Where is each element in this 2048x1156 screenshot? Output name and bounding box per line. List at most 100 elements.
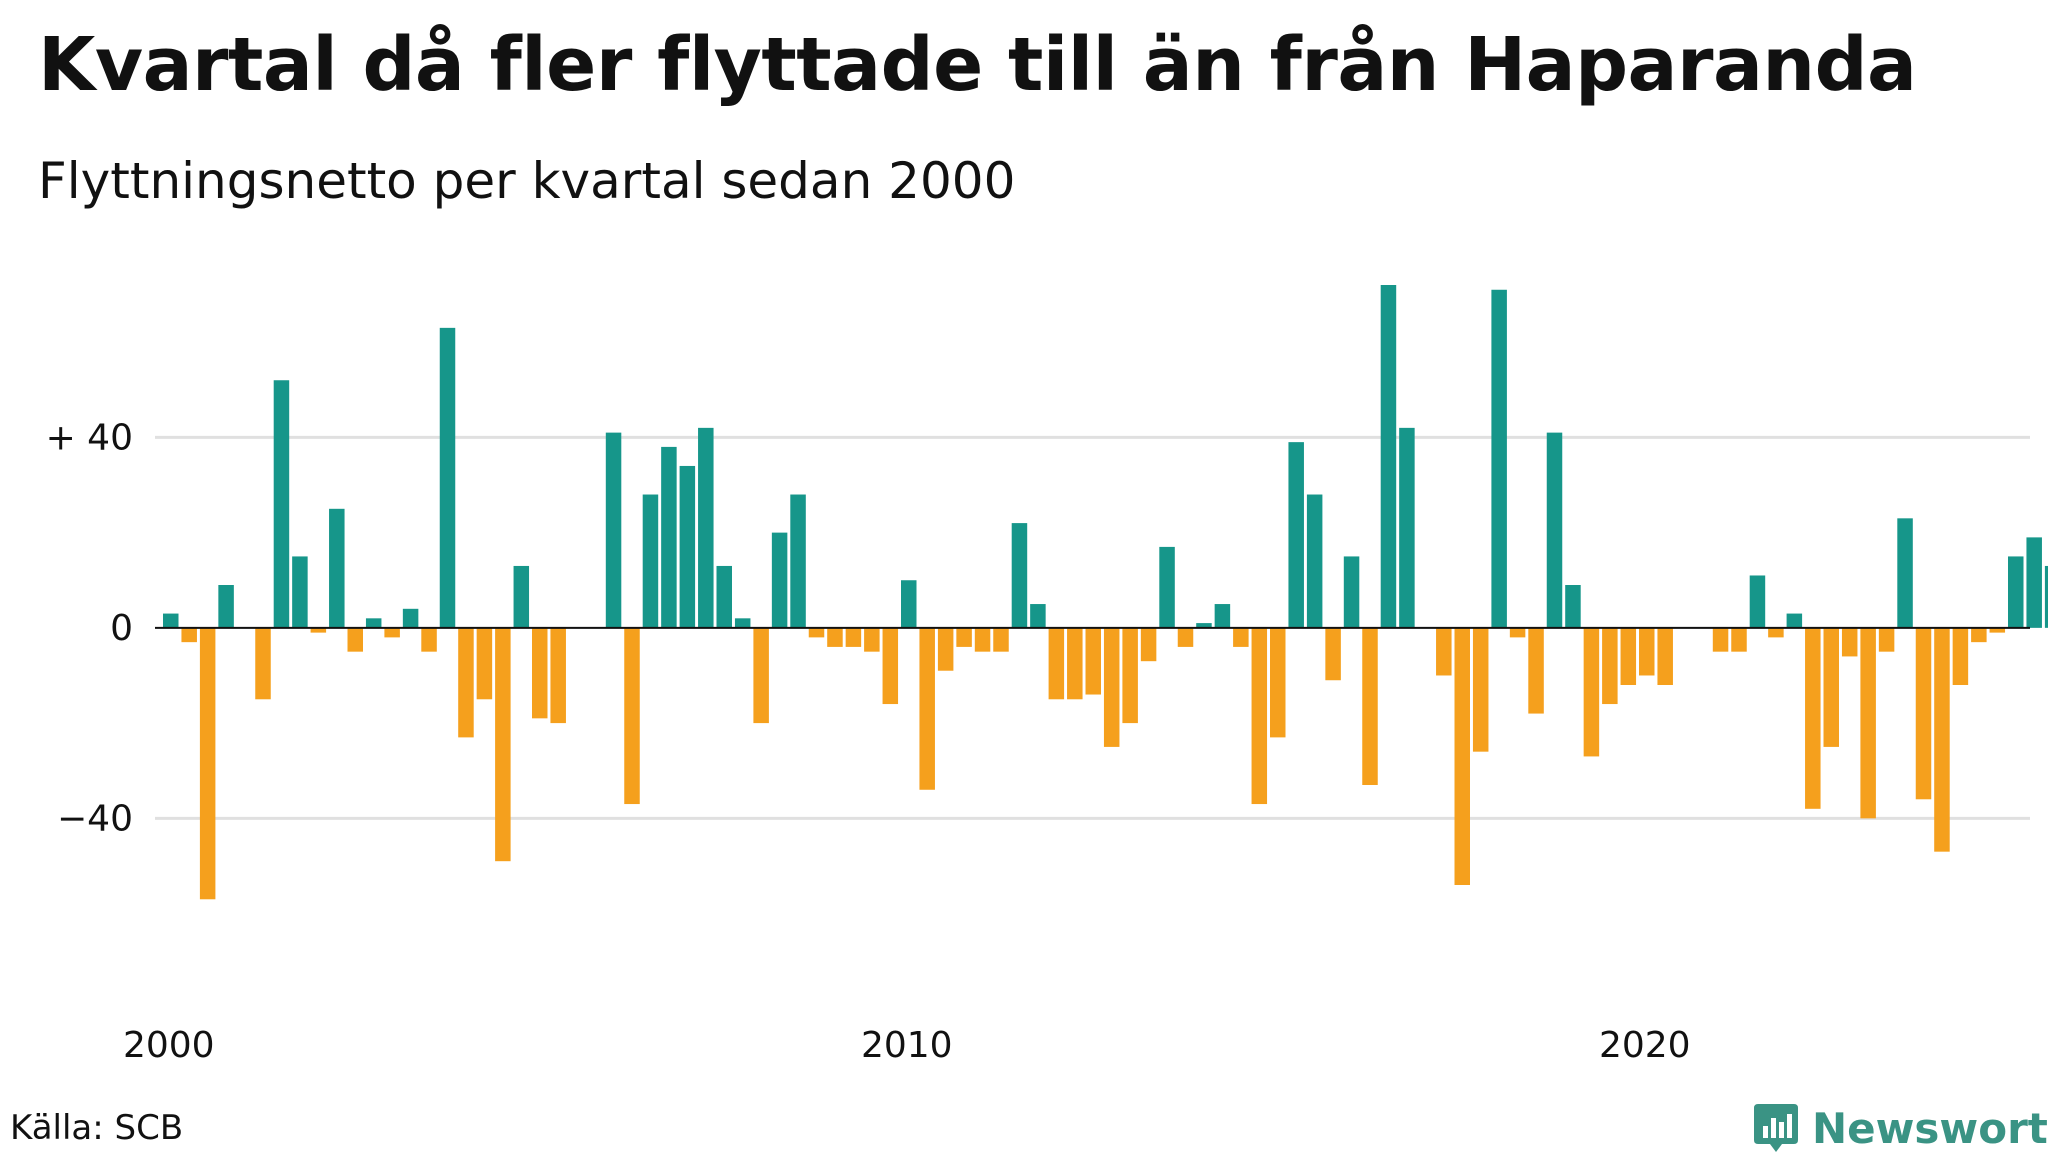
bar-2015-q1: [1270, 627, 1286, 738]
bar-2022-q4: [1841, 627, 1858, 657]
bar-2008-q3: [790, 494, 806, 628]
bar-2021-q4: [1768, 627, 1784, 638]
bar-2017-q2: [1436, 627, 1452, 676]
bar-2001-q2: [255, 627, 271, 700]
bar-2013-q2: [1140, 627, 1157, 662]
y-tick-label: −40: [57, 798, 133, 839]
bar-2024-q3: [1971, 627, 1987, 643]
bar-2005-q2: [550, 627, 566, 724]
bar-2010-q1: [901, 580, 917, 628]
bar-2020-q2: [1657, 627, 1673, 685]
bar-2019-q4: [1620, 627, 1637, 685]
bar-2014-q3: [1233, 627, 1249, 647]
bar-2004-q4: [513, 565, 530, 628]
bar-2000-q3: [199, 627, 216, 900]
bar-2011-q3: [1011, 523, 1028, 628]
bar-2011-q4: [1030, 604, 1046, 628]
bar-2004-q3: [495, 627, 511, 862]
bar-2018-q4: [1546, 432, 1563, 628]
bar-2001-q3: [273, 380, 290, 628]
chart-subtitle: Flyttningsnetto per kvartal sedan 2000: [38, 152, 1016, 210]
bar-2010-q3: [937, 627, 954, 671]
brand-name: Newsworthy: [1812, 1103, 2048, 1153]
bar-2014-q1: [1196, 623, 1212, 628]
bar-2003-q4: [439, 327, 456, 628]
x-tick-label: 2010: [861, 1025, 953, 1066]
bar-2003-q2: [402, 608, 419, 628]
bar-2009-q4: [882, 627, 899, 705]
grid-layer: [155, 435, 2030, 820]
bar-2000-q4: [218, 585, 234, 628]
bar-2020-q1: [1639, 627, 1655, 676]
bar-2000-q1: [163, 613, 179, 628]
bar-2021-q2: [1731, 627, 1747, 652]
bar-2016-q3: [1380, 285, 1397, 628]
bar-2012-q3: [1085, 627, 1101, 695]
bar-2011-q2: [993, 627, 1009, 652]
bar-2024-q4: [1989, 627, 2006, 633]
bar-2022-q2: [1805, 627, 1821, 809]
bar-2022-q3: [1823, 627, 1839, 747]
bar-2016-q1: [1343, 556, 1360, 628]
bar-2019-q3: [1602, 627, 1618, 705]
bar-2008-q1: [753, 627, 769, 724]
bar-2002-q1: [310, 627, 327, 633]
source-label: Källa: SCB: [10, 1108, 184, 1148]
bar-2025-q3: [2044, 565, 2048, 628]
bar-2001-q4: [292, 556, 308, 628]
bar-2012-q1: [1048, 627, 1065, 700]
bar-2015-q2: [1288, 442, 1304, 628]
bar-2003-q1: [384, 627, 400, 638]
bar-2007-q4: [734, 618, 751, 628]
bar-2008-q4: [808, 627, 825, 638]
bar-2025-q2: [2026, 537, 2042, 628]
bar-2006-q2: [624, 627, 640, 805]
bar-2016-q2: [1362, 627, 1378, 785]
bar-2024-q1: [1934, 627, 1950, 852]
bar-2006-q3: [642, 494, 659, 628]
axis-layer: + 40 0 −40 2000 2010 2020: [46, 417, 2030, 1066]
bar-2017-q4: [1472, 627, 1489, 752]
bar-2023-q4: [1915, 627, 1932, 800]
bar-2002-q3: [347, 627, 363, 652]
bar-2014-q4: [1251, 627, 1268, 805]
brand-logo[interactable]: Newsworthy: [1752, 1100, 2048, 1156]
bar-2010-q2: [919, 627, 935, 790]
bar-2003-q3: [421, 627, 437, 652]
bar-2022-q1: [1786, 613, 1803, 628]
bar-2006-q4: [661, 446, 677, 628]
bar-2015-q4: [1325, 627, 1341, 681]
bar-2021-q1: [1712, 627, 1729, 652]
bar-2010-q4: [956, 627, 972, 647]
bar-2016-q4: [1399, 427, 1415, 628]
bar-2009-q3: [864, 627, 880, 652]
bar-layer: [163, 285, 2048, 900]
bar-2024-q2: [1952, 627, 1969, 685]
bar-2012-q4: [1103, 627, 1120, 747]
bar-2018-q1: [1491, 289, 1507, 628]
bar-2015-q3: [1306, 494, 1323, 628]
bar-2017-q3: [1454, 627, 1470, 885]
x-tick-label: 2000: [123, 1025, 215, 1066]
bar-2014-q2: [1214, 604, 1231, 628]
bar-2009-q2: [845, 627, 862, 647]
bar-2005-q1: [532, 627, 548, 719]
bar-2018-q3: [1528, 627, 1544, 714]
bar-2025-q1: [2008, 556, 2024, 628]
bar-2007-q2: [698, 427, 714, 628]
bar-2019-q2: [1583, 627, 1600, 757]
bar-2008-q2: [771, 532, 788, 628]
bar-2013-q3: [1159, 546, 1175, 628]
newsworthy-logo-icon: [1754, 1104, 1798, 1152]
chart-title: Kvartal då fler flyttade till än från Ha…: [38, 22, 1917, 108]
bar-2012-q2: [1067, 627, 1083, 700]
bar-2007-q1: [679, 465, 696, 628]
bar-2004-q2: [476, 627, 493, 700]
y-tick-label: + 40: [46, 417, 133, 458]
bar-2006-q1: [605, 432, 622, 628]
bar-2002-q2: [329, 508, 345, 628]
bar-2002-q4: [365, 618, 382, 628]
bar-2000-q2: [181, 627, 197, 643]
bar-2009-q1: [827, 627, 843, 647]
